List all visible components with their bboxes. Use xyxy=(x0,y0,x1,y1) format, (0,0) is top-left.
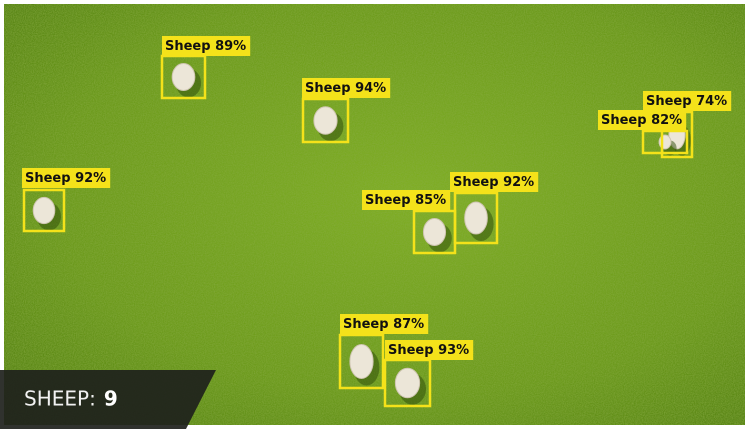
sheep xyxy=(33,197,55,223)
box-label: Sheep 74% xyxy=(646,94,727,109)
counter-label: SHEEP: xyxy=(24,387,96,411)
box-label: Sheep 92% xyxy=(25,171,106,186)
counter-value: 9 xyxy=(104,387,118,411)
box-label: Sheep 93% xyxy=(388,343,469,358)
box-label: Sheep 82% xyxy=(601,113,682,128)
box-label: Sheep 89% xyxy=(165,39,246,54)
sheep xyxy=(314,107,337,135)
sheep xyxy=(395,368,419,397)
sheep xyxy=(465,202,488,234)
sheep xyxy=(172,64,195,91)
sheep xyxy=(350,345,373,379)
detection-view: Sheep 89% Sheep 94% Sheep 74% Sheep 82% Shee… xyxy=(0,0,749,429)
box-label: Sheep 85% xyxy=(365,193,446,208)
sheep xyxy=(423,219,445,246)
counter-panel: SHEEP: 9 xyxy=(0,370,216,429)
box-label: Sheep 94% xyxy=(305,81,386,96)
box-label: Sheep 92% xyxy=(453,175,534,190)
box-label: Sheep 87% xyxy=(343,317,424,332)
